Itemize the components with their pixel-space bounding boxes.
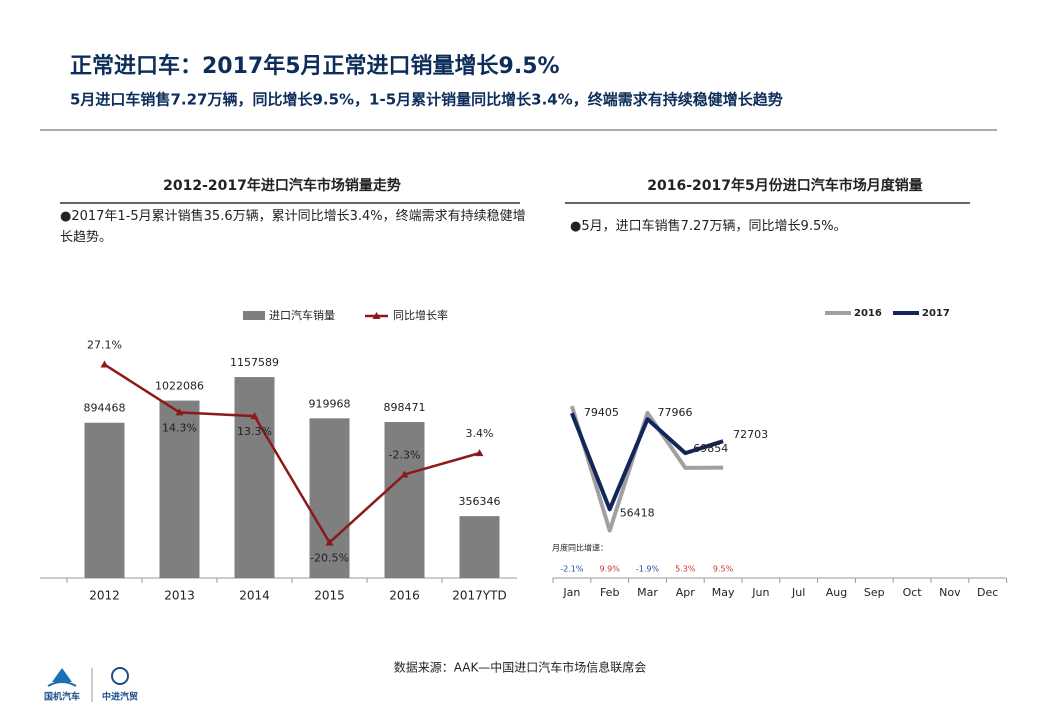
annotation-title: 月度同比增速： [552, 543, 608, 553]
x-tick-label: 2013 [164, 589, 195, 603]
bar [309, 418, 350, 578]
bar [234, 377, 275, 578]
legend-label: 2016 [854, 308, 882, 319]
data-label: 898471 [384, 401, 426, 414]
x-tick-label: Aug [826, 586, 847, 599]
annotation-value: 9.5% [713, 565, 734, 574]
data-label: 894468 [84, 402, 126, 415]
x-tick-label: 2015 [314, 589, 345, 603]
logo-icon [52, 668, 72, 682]
series-line [569, 405, 724, 533]
line-marker [175, 408, 184, 416]
x-tick-label: 2014 [239, 589, 270, 603]
chart-title: 2012-2017年进口汽车市场销量走势 [163, 177, 401, 194]
logo-icon [47, 681, 77, 687]
line-marker [475, 449, 484, 457]
x-tick-label: Oct [903, 586, 923, 599]
x-tick-label: Nov [939, 586, 961, 599]
logo-icon [111, 667, 129, 685]
data-label: 1022086 [155, 380, 204, 393]
series-line [570, 412, 724, 512]
x-tick-label: Apr [676, 586, 696, 599]
bar [84, 422, 125, 578]
growth-line [103, 363, 480, 545]
chart-note: ●2017年1-5月累计销售35.6万辆，累计同比增长3.4%，终端需求有持续稳… [60, 209, 526, 245]
x-tick-label: May [712, 586, 735, 599]
line-marker [325, 538, 334, 546]
line-marker [400, 470, 409, 478]
data-label: 1157589 [230, 356, 279, 369]
data-label: 69854 [693, 442, 728, 455]
bar [384, 422, 425, 578]
data-label: -2.3% [389, 448, 421, 461]
legend-label: 2017 [922, 308, 950, 319]
source: 数据来源：AAK—中国进口汽车市场信息联席会 [394, 660, 647, 675]
data-label: -20.5% [310, 551, 349, 564]
slide-title: 正常进口车：2017年5月正常进口销量增长9.5% [70, 53, 560, 79]
annotation-value: 5.3% [675, 565, 696, 574]
x-tick-label: 2012 [89, 589, 120, 603]
bar [459, 516, 500, 578]
x-tick-label: Mar [637, 586, 658, 599]
data-label: 79405 [584, 406, 619, 419]
data-label: 14.3% [162, 421, 197, 434]
x-tick-label: Feb [600, 586, 619, 599]
annotation-value: 9.9% [600, 565, 621, 574]
data-label: 3.4% [466, 427, 494, 440]
logo-text: 中进汽贸 [102, 691, 138, 703]
data-label: 56418 [620, 506, 655, 519]
logo-text: 国机汽车 [44, 691, 80, 703]
data-label: 13.3% [237, 425, 272, 438]
x-tick-label: 2016 [389, 589, 420, 603]
legend-label: 同比增长率 [393, 308, 448, 322]
annotation-value: -1.9% [636, 565, 660, 574]
chart-note: ●5月，进口车销售7.27万辆，同比增长9.5%。 [570, 219, 847, 234]
data-label: 356346 [459, 495, 501, 508]
line-marker [100, 360, 109, 368]
x-tick-label: Dec [977, 586, 998, 599]
legend-label: 进口汽车销量 [269, 308, 335, 322]
x-tick-label: Jan [562, 586, 580, 599]
data-label: 72703 [733, 428, 768, 441]
chart-title: 2016-2017年5月份进口汽车市场月度销量 [647, 177, 922, 194]
x-tick-label: Jul [791, 586, 805, 599]
x-tick-label: Sep [864, 586, 885, 599]
data-label: 919968 [309, 397, 351, 410]
x-tick-label: Jun [751, 586, 769, 599]
legend-swatch [243, 311, 265, 320]
data-label: 27.1% [87, 339, 122, 352]
bar [159, 400, 200, 578]
slide-subtitle: 5月进口车销售7.27万辆，同比增长9.5%，1-5月累计销量同比增长3.4%，… [70, 91, 783, 109]
line-marker [250, 412, 259, 420]
x-tick-label: 2017YTD [452, 589, 506, 603]
annotation-value: -2.1% [560, 565, 584, 574]
data-label: 77966 [658, 406, 693, 419]
legend-swatch [372, 312, 381, 319]
